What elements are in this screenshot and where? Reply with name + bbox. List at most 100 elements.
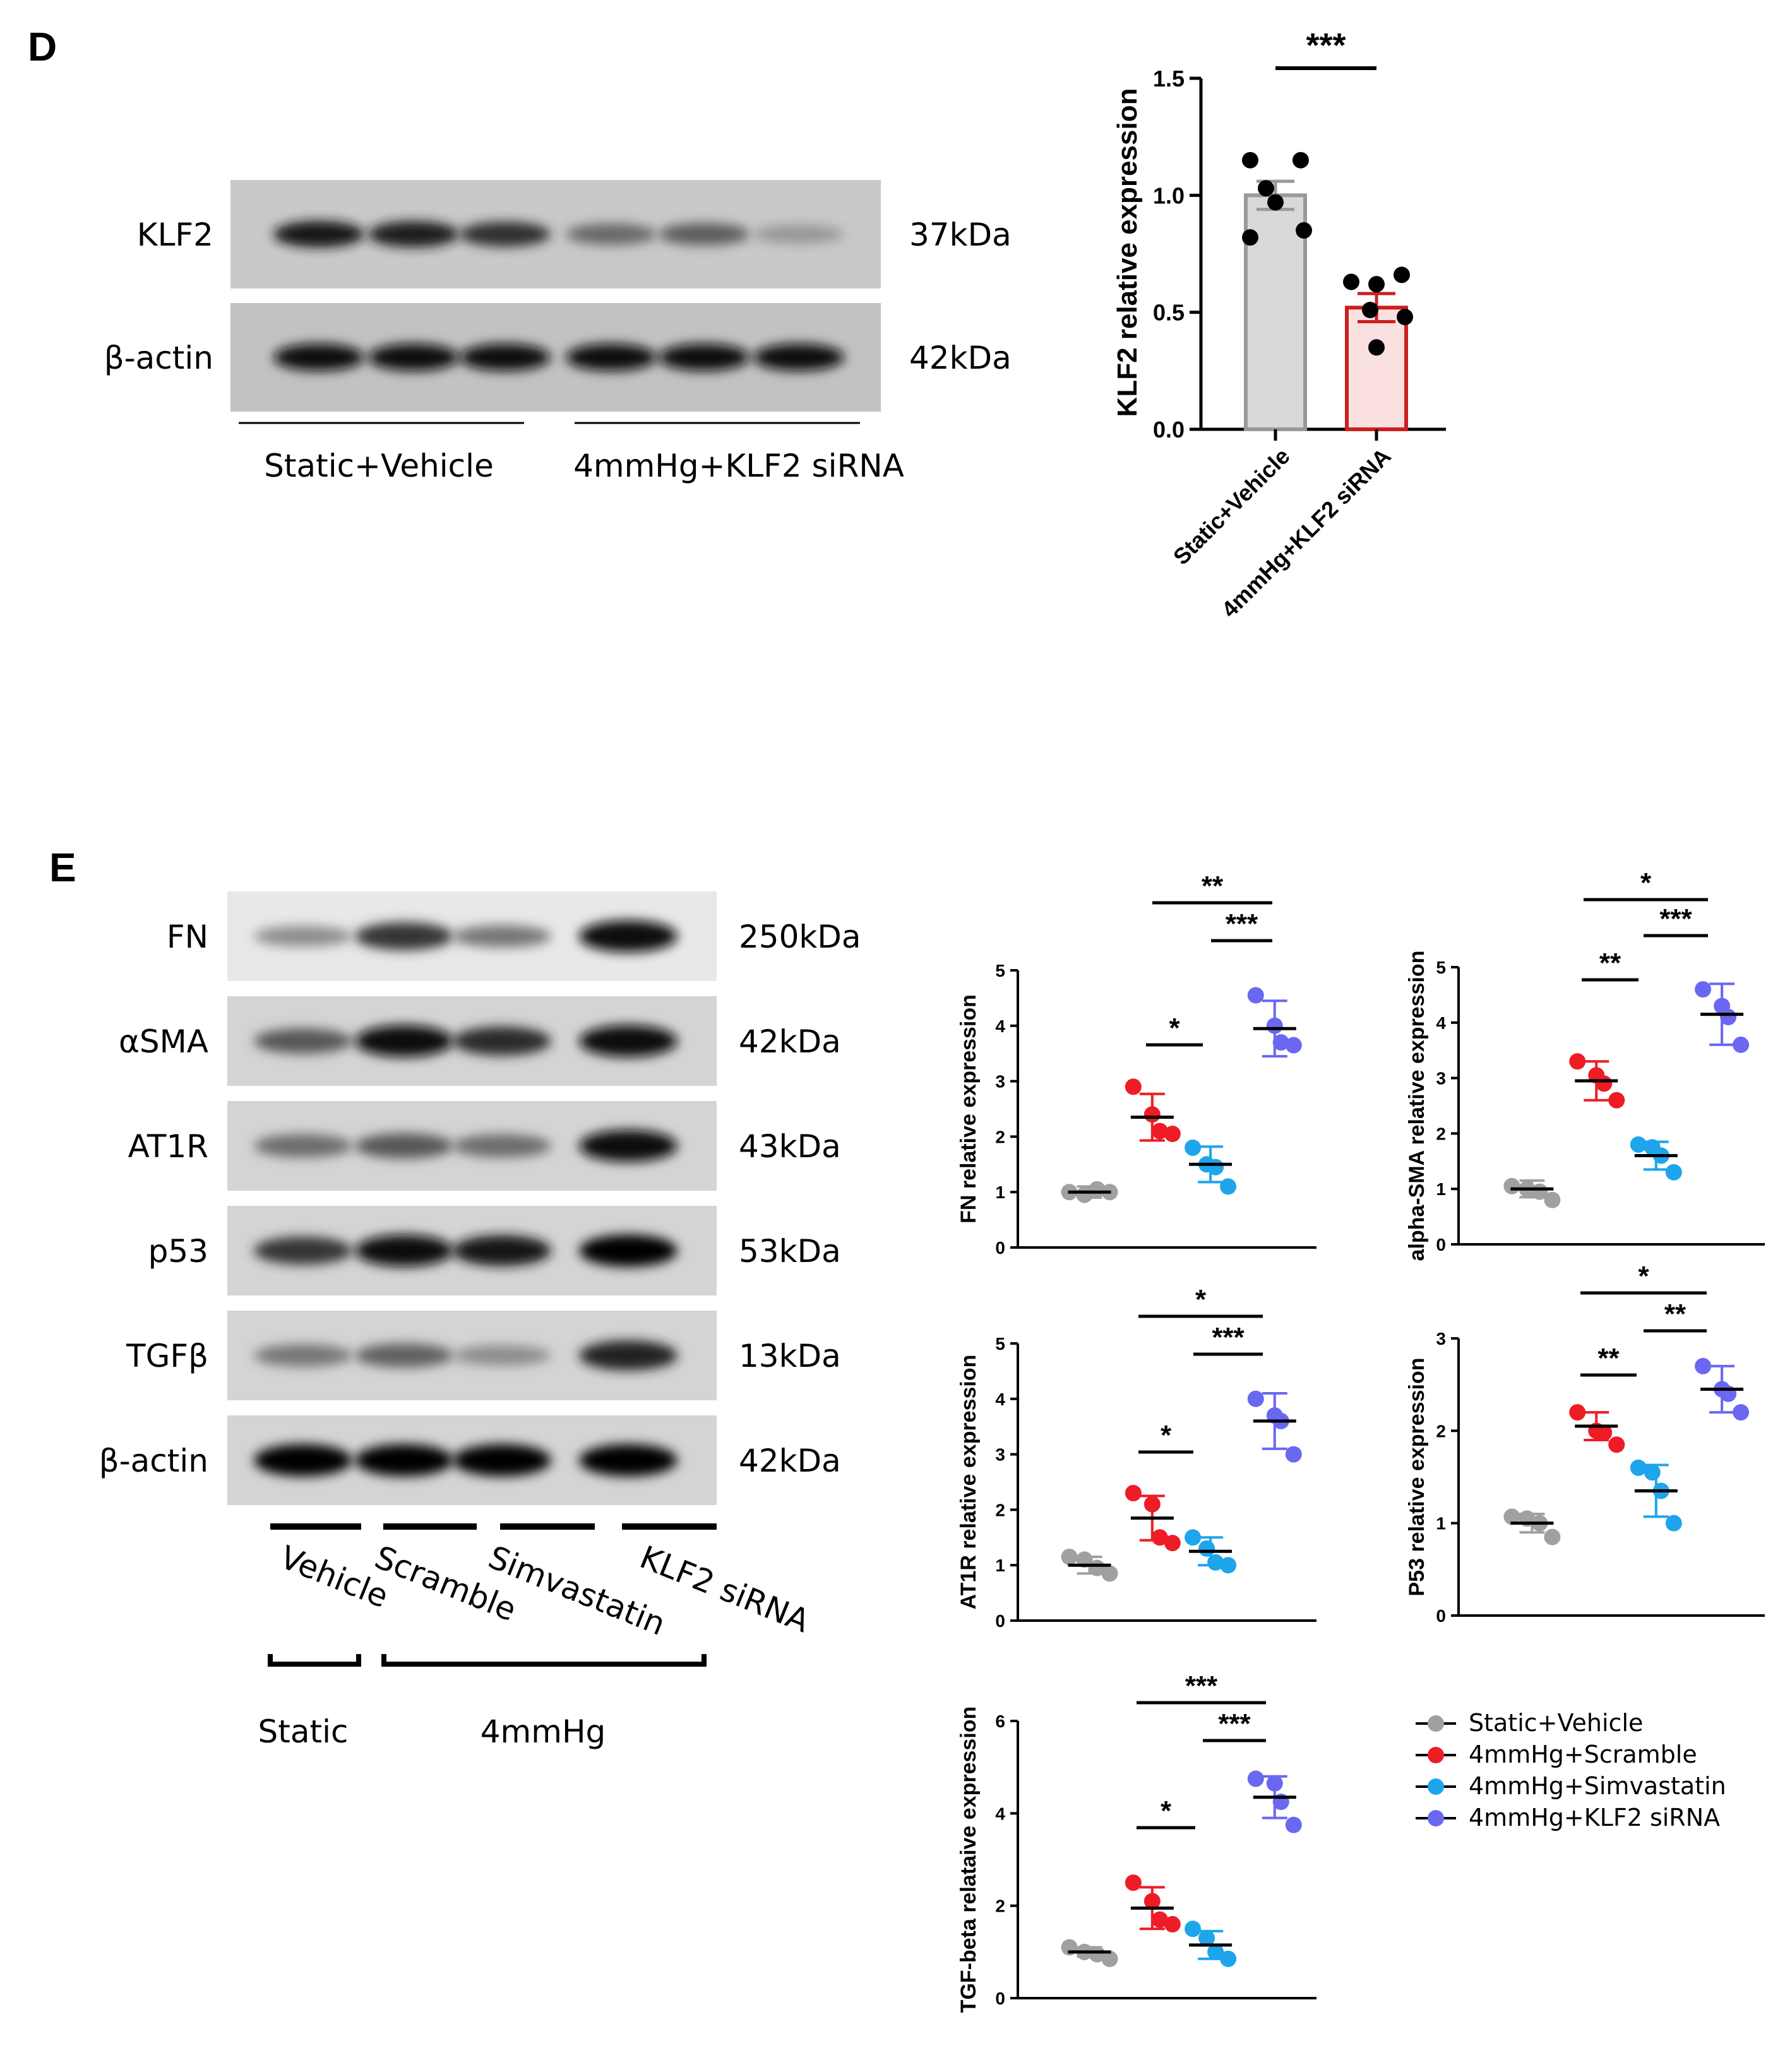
blot-protein-label: β-actin xyxy=(99,1443,208,1479)
y-tick-label: 0.0 xyxy=(1153,417,1185,443)
y-tick-label: 3 xyxy=(1436,1069,1446,1088)
data-point xyxy=(1397,309,1413,326)
y-tick-label: 0 xyxy=(1436,1606,1446,1626)
blot-band xyxy=(453,1345,551,1366)
blot-band xyxy=(254,1236,352,1265)
panel-letter-e: E xyxy=(49,845,76,890)
data-point xyxy=(1733,1036,1750,1053)
significance-label: ** xyxy=(1664,1299,1686,1330)
blot-band xyxy=(579,1234,678,1267)
data-point xyxy=(1630,1136,1647,1153)
significance-label: *** xyxy=(1212,1322,1245,1353)
y-tick-label: 3 xyxy=(995,1445,1005,1465)
data-point xyxy=(1608,1436,1625,1453)
blot-kda-label: 53kDa xyxy=(739,1233,841,1270)
bar xyxy=(1345,306,1408,431)
y-tick-label: 6 xyxy=(995,1712,1005,1731)
y-tick-label: 0.5 xyxy=(1153,300,1185,326)
blot-band xyxy=(453,1444,551,1477)
y-axis-label: KLF2 relative expression xyxy=(1112,88,1143,417)
y-tick-label: 3 xyxy=(1436,1329,1446,1349)
y-tick-label: 1 xyxy=(1436,1179,1446,1199)
blot-band xyxy=(273,343,364,371)
blot-band xyxy=(355,1444,453,1477)
data-point xyxy=(1665,1515,1682,1532)
data-point xyxy=(1285,1446,1302,1463)
data-point xyxy=(1544,1191,1561,1208)
y-tick-label: 5 xyxy=(995,961,1005,980)
data-point xyxy=(1569,1053,1586,1070)
significance-label: ** xyxy=(1202,871,1224,902)
data-point xyxy=(1164,1535,1181,1552)
data-point xyxy=(1185,1529,1202,1546)
group-label: Static+Vehicle xyxy=(264,448,494,484)
blot-band xyxy=(460,222,551,247)
blot-band xyxy=(579,1025,678,1057)
data-point xyxy=(1242,229,1258,246)
data-point xyxy=(1503,1177,1520,1194)
blot-band xyxy=(579,1444,678,1477)
blot-kda-label: 42kDa xyxy=(739,1443,841,1479)
blot-protein-label: β-actin xyxy=(104,340,213,376)
significance-label: * xyxy=(1195,1284,1207,1315)
data-point xyxy=(1695,981,1712,998)
blot-protein-label: FN xyxy=(167,919,208,955)
significance-label: * xyxy=(1640,867,1652,898)
y-tick-label: 0 xyxy=(995,1611,1005,1631)
data-point xyxy=(1151,1911,1168,1928)
blot-band xyxy=(460,343,551,371)
significance-label: *** xyxy=(1226,908,1258,939)
y-axis-label: FN relative expression xyxy=(957,994,981,1224)
data-point xyxy=(1285,1037,1302,1054)
y-tick-label: 5 xyxy=(995,1334,1005,1354)
lane-label: Vehicle xyxy=(275,1539,394,1615)
y-axis-label: TGF-beta relataive expression xyxy=(957,1706,981,2013)
y-tick-label: 1.0 xyxy=(1153,182,1185,208)
y-tick-label: 1 xyxy=(995,1556,1005,1575)
y-tick-label: 2 xyxy=(995,1500,1005,1520)
blot-band xyxy=(566,343,657,371)
western-blot-e: FN 250kDa αSMA 42kDa AT1R 43kDa p53 53kDa TGFβ 13… xyxy=(99,891,861,1750)
blot-band xyxy=(355,1025,453,1057)
group-label: 4mmHg+KLF2 siRNA xyxy=(573,448,904,484)
legend-label: Static+Vehicle xyxy=(1469,1709,1643,1737)
data-point xyxy=(1247,987,1264,1004)
y-tick-label: 0 xyxy=(995,1989,1005,2008)
y-tick-label: 4 xyxy=(1436,1013,1446,1033)
blot-band xyxy=(453,1134,551,1158)
x-tick-label: 4mmHg+KLF2 siRNA xyxy=(1216,443,1395,622)
data-point xyxy=(1125,1485,1142,1502)
blot-band xyxy=(254,1134,352,1158)
blot-band xyxy=(753,225,844,244)
significance-label: *** xyxy=(1306,27,1346,64)
data-point xyxy=(1608,1092,1625,1109)
blot-band xyxy=(659,223,749,246)
data-point xyxy=(1368,276,1385,293)
y-tick-label: 4 xyxy=(995,1390,1005,1409)
y-tick-label: 2 xyxy=(1436,1124,1446,1143)
panel-letter-d: D xyxy=(28,24,57,69)
legend: Static+Vehicle 4mmHg+Scramble 4mmHg+Simvas… xyxy=(1416,1709,1726,1831)
condition-label: 4mmHg xyxy=(481,1713,606,1750)
y-tick-label: 2 xyxy=(1436,1421,1446,1441)
data-point xyxy=(1220,1950,1237,1967)
data-point xyxy=(1394,266,1410,283)
legend-label: 4mmHg+Simvastatin xyxy=(1469,1772,1726,1800)
data-point xyxy=(1544,1528,1561,1545)
data-point xyxy=(1220,1557,1237,1574)
data-point xyxy=(1569,1404,1586,1421)
data-point xyxy=(1644,1464,1661,1481)
y-axis-label: P53 relative expression xyxy=(1405,1357,1429,1596)
y-tick-label: 3 xyxy=(995,1072,1005,1092)
y-tick-label: 4 xyxy=(995,1016,1005,1036)
data-point xyxy=(1343,273,1359,290)
data-point xyxy=(1503,1508,1520,1525)
blot-band xyxy=(254,1344,352,1367)
blot-band xyxy=(753,343,844,371)
blot-band xyxy=(355,1234,453,1267)
condition-bracket xyxy=(381,1654,707,1667)
data-point xyxy=(1285,1816,1302,1833)
